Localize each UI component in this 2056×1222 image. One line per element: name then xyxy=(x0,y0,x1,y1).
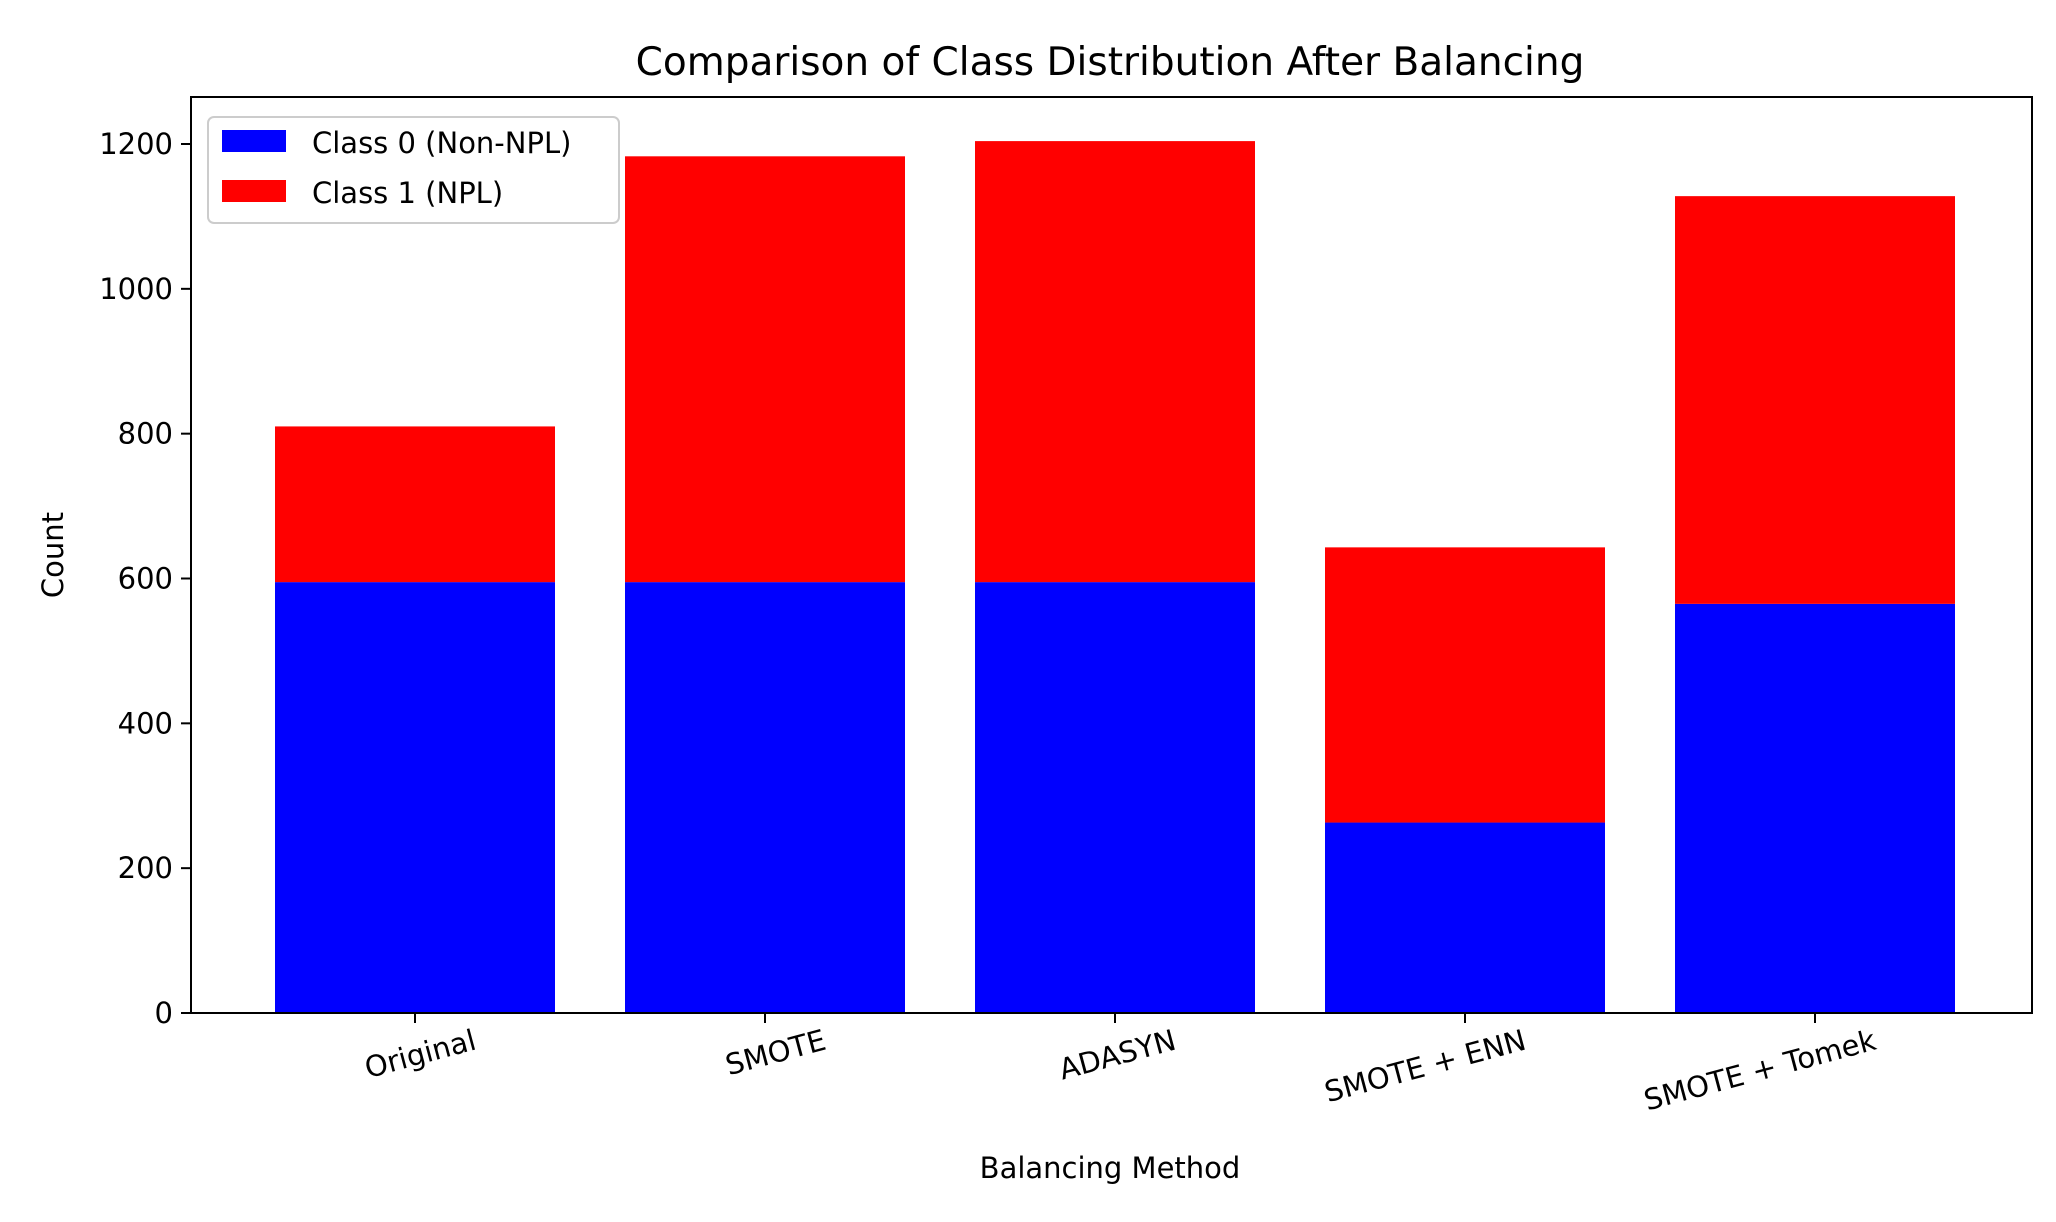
legend-swatch-class-0 xyxy=(222,130,286,152)
y-tick-label-400: 400 xyxy=(118,706,173,740)
x-tick-label-original: Original xyxy=(361,1023,479,1085)
bar-smote-enn-class-0 xyxy=(1325,822,1605,1013)
bar-smote-enn-class-1 xyxy=(1325,547,1605,823)
legend-box xyxy=(207,116,620,224)
plot-frame xyxy=(190,96,2033,1014)
legend: Class 0 (Non-NPL) Class 1 (NPL) xyxy=(207,116,620,224)
bar-smote-tomek-class-1 xyxy=(1675,196,1955,604)
x-tick-label-smote: SMOTE xyxy=(722,1023,830,1082)
legend-swatch-class-1 xyxy=(222,180,286,202)
bar-original-class-0 xyxy=(275,582,555,1013)
bar-smote-tomek-class-0 xyxy=(1675,603,1955,1013)
x-tick-label-adasyn: ADASYN xyxy=(1055,1023,1179,1087)
bar-smote-class-1 xyxy=(625,156,905,583)
y-tick-label-1000: 1000 xyxy=(99,272,173,306)
y-axis-label: Count xyxy=(36,512,70,598)
y-tick-label-0: 0 xyxy=(155,996,173,1030)
bar-original-class-1 xyxy=(275,426,555,583)
x-tick-label-smote-enn: SMOTE + ENN xyxy=(1321,1023,1530,1109)
x-axis-label: Balancing Method xyxy=(980,1151,1241,1185)
x-tick-label-smote-tomek: SMOTE + Tomek xyxy=(1640,1023,1879,1118)
bars-layer xyxy=(275,141,1955,1013)
bar-smote-class-0 xyxy=(625,582,905,1013)
bar-adasyn-class-0 xyxy=(975,582,1255,1013)
y-axis: 0 200 400 600 800 1000 1200 xyxy=(99,127,191,1030)
legend-label-class-1: Class 1 (NPL) xyxy=(312,176,503,210)
chart-title: Comparison of Class Distribution After B… xyxy=(636,40,1585,85)
y-tick-label-600: 600 xyxy=(118,562,173,596)
y-tick-label-200: 200 xyxy=(118,851,173,885)
bar-adasyn-class-1 xyxy=(975,141,1255,583)
y-tick-label-1200: 1200 xyxy=(99,127,173,161)
y-tick-label-800: 800 xyxy=(118,417,173,451)
x-axis: Original SMOTE ADASYN SMOTE + ENN SMOTE + To… xyxy=(361,1013,1880,1117)
legend-label-class-0: Class 0 (Non-NPL) xyxy=(312,126,571,160)
